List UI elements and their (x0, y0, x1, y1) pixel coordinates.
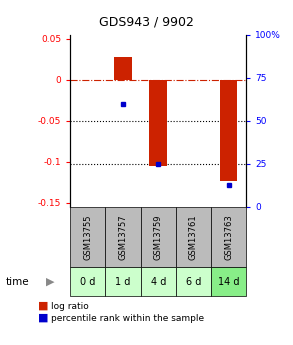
Text: 6 d: 6 d (186, 277, 201, 286)
Text: GSM13755: GSM13755 (84, 215, 92, 260)
Text: 14 d: 14 d (218, 277, 239, 286)
Text: GSM13757: GSM13757 (119, 214, 127, 260)
Bar (141, 267, 176, 296)
Text: GDS943 / 9902: GDS943 / 9902 (99, 16, 194, 29)
Text: 0 d: 0 d (80, 277, 96, 286)
Bar (211, 207, 246, 267)
Text: log ratio: log ratio (51, 302, 89, 310)
Bar (149, 80, 167, 166)
Text: GSM13763: GSM13763 (224, 214, 233, 260)
Bar (211, 267, 246, 296)
Text: ■: ■ (38, 313, 49, 323)
Text: 4 d: 4 d (151, 277, 166, 286)
Text: ■: ■ (38, 301, 49, 311)
Text: percentile rank within the sample: percentile rank within the sample (51, 314, 205, 323)
Bar (114, 57, 132, 80)
Bar (220, 80, 237, 181)
Text: time: time (6, 277, 30, 286)
Bar (141, 207, 176, 267)
Text: GSM13761: GSM13761 (189, 214, 198, 260)
Bar (176, 207, 211, 267)
Text: 1 d: 1 d (115, 277, 131, 286)
Text: ▶: ▶ (46, 277, 54, 286)
Bar (176, 267, 211, 296)
Text: GSM13759: GSM13759 (154, 215, 163, 260)
Bar (70, 207, 105, 267)
Bar (105, 207, 141, 267)
Bar (70, 267, 105, 296)
Bar (105, 267, 141, 296)
